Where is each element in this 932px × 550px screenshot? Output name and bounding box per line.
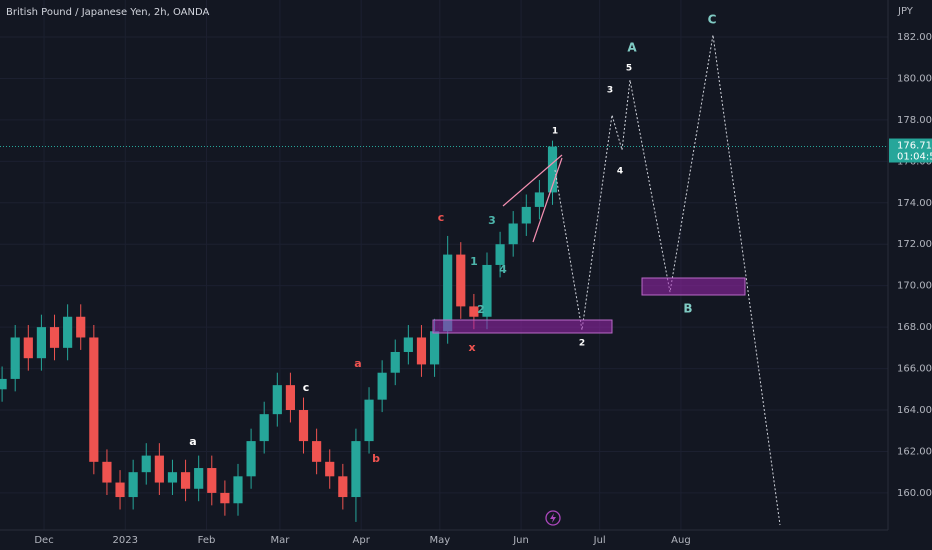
candle-body (325, 461, 335, 477)
y-tick-label: 162.000 (897, 446, 932, 457)
wave-label: C (708, 13, 717, 27)
candle-body (89, 337, 99, 462)
candle-body (36, 327, 46, 359)
wave-label: A (627, 41, 637, 55)
wave-label: 2 (579, 339, 585, 349)
candle-body (128, 472, 138, 498)
y-tick-label: 164.000 (897, 405, 932, 416)
candle-body (521, 206, 531, 224)
candle-body (338, 476, 348, 498)
candle-body (154, 455, 164, 483)
y-tick-label: 170.000 (897, 281, 932, 292)
wave-label: 3 (488, 214, 496, 227)
candle-body (246, 441, 256, 477)
zone-box (432, 319, 613, 334)
candle-body (272, 385, 282, 415)
x-tick-label: Dec (34, 535, 53, 546)
candle-body (416, 337, 427, 365)
y-tick-label: 180.000 (897, 73, 932, 84)
x-tick-label: Jun (512, 535, 529, 546)
projection (432, 34, 781, 526)
x-tick-label: Aug (671, 535, 691, 546)
candle-body (312, 441, 322, 462)
axes: 160.000 162.000 164.000 166.000 168.000 170.0… (34, 32, 932, 546)
candle-body (298, 410, 309, 442)
wedge-line (502, 154, 563, 207)
candle-body (0, 378, 7, 390)
candle-body (403, 337, 413, 352)
wave-label: c (438, 211, 445, 224)
candle-body (23, 337, 33, 359)
wave-label: 1 (470, 255, 478, 268)
price-axis (888, 0, 932, 550)
alert-icon-bolt (550, 513, 556, 523)
candle-body (167, 472, 178, 483)
wave-label: 4 (499, 263, 507, 276)
candle-body (141, 455, 151, 473)
candle-body (482, 264, 492, 317)
wave-label: b (372, 452, 380, 465)
candle-body (351, 441, 361, 498)
wave-label: 5 (626, 64, 632, 74)
x-tick-label: 2023 (113, 535, 138, 546)
candle-body (495, 244, 505, 265)
wave-label: B (683, 302, 692, 316)
candle-body (508, 223, 518, 245)
wedge-line (532, 157, 563, 243)
wave-label: x (468, 341, 475, 354)
wave-label: 4 (617, 167, 623, 177)
candle-body (207, 468, 217, 493)
x-tick-label: Jul (593, 535, 606, 546)
candle-body (115, 482, 125, 498)
x-tick-label: May (429, 535, 450, 546)
candle-body (534, 192, 544, 207)
y-unit: JPY (897, 6, 914, 17)
wave-label: 1 (552, 127, 558, 137)
y-tick-label: 182.000 (897, 32, 932, 43)
y-tick-label: 166.000 (897, 364, 932, 375)
candle-body (63, 316, 73, 348)
last-price-label: 176.715 (897, 141, 932, 152)
candle-body (194, 468, 204, 489)
candle-body (429, 331, 440, 365)
x-tick-label: Mar (270, 535, 290, 546)
candle-body (390, 351, 400, 373)
wave-label: a (354, 357, 361, 370)
candle-body (102, 461, 112, 483)
candle-body (76, 316, 86, 338)
candle-body (443, 254, 453, 332)
wave-label: c (303, 381, 310, 394)
x-tick-label: Feb (198, 535, 216, 546)
candle-body (364, 399, 374, 442)
candle-body (220, 492, 230, 504)
chart-title: British Pound / Japanese Yen, 2h, OANDA (6, 7, 210, 18)
y-tick-label: 168.000 (897, 322, 932, 333)
zone-box (641, 277, 746, 296)
candle-body (285, 385, 295, 411)
candle-body (469, 306, 479, 317)
candle-body (377, 372, 387, 400)
wave-label: 2 (477, 303, 485, 316)
candles (0, 140, 888, 522)
wave-label: 3 (607, 86, 613, 96)
candle-body (456, 254, 466, 307)
y-tick-label: 174.000 (897, 198, 932, 209)
candle-body (259, 414, 269, 442)
y-tick-label: 172.000 (897, 239, 932, 250)
y-tick-label: 178.000 (897, 115, 932, 126)
candle-body (49, 327, 60, 348)
alert-icon[interactable] (545, 510, 561, 526)
wave-label: a (189, 435, 196, 448)
last-price-box (889, 138, 932, 163)
candle-body (547, 146, 558, 193)
candle-body (180, 472, 191, 489)
candle-body (233, 476, 243, 504)
countdown-label: 01:04:53 (897, 152, 932, 163)
x-tick-label: Apr (353, 535, 371, 546)
candle-body (10, 337, 20, 379)
y-tick-label: 160.000 (897, 488, 932, 499)
